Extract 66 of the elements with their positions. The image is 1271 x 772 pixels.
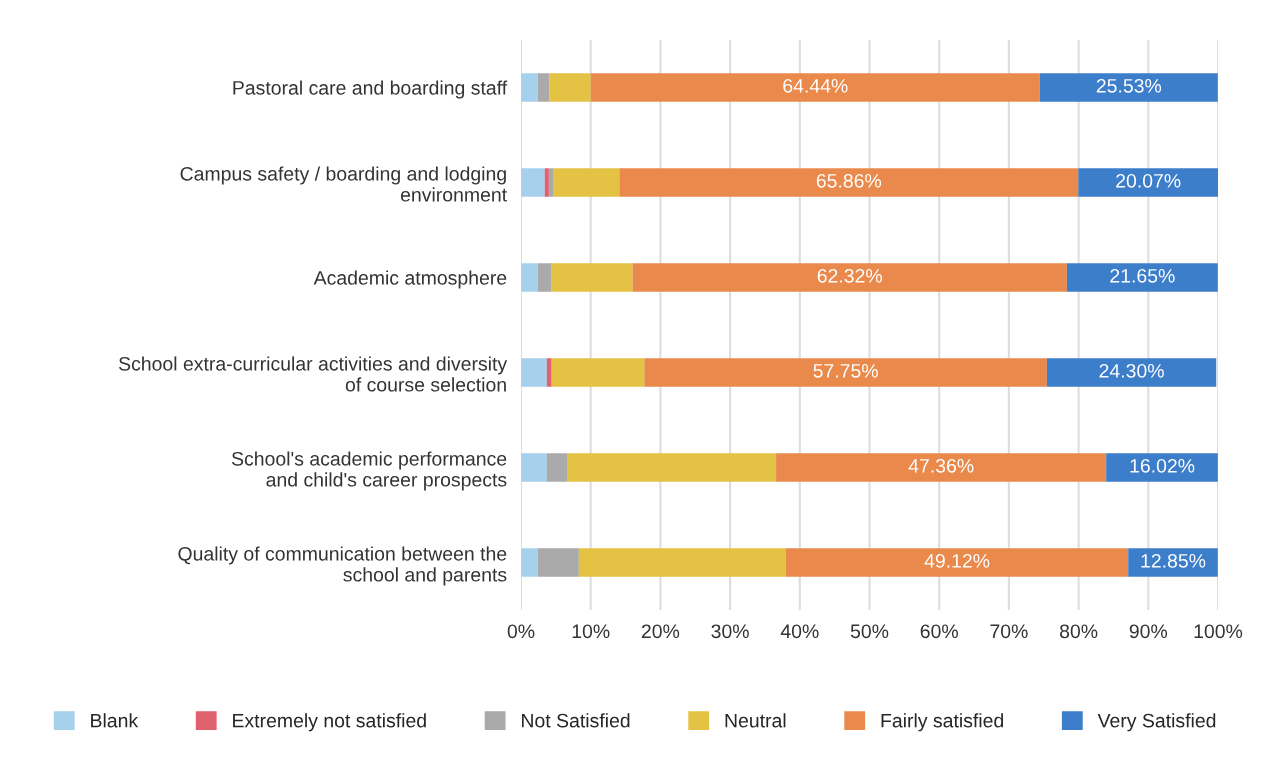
data-label: 57.75% [813, 364, 878, 378]
data-label: 49.12% [924, 553, 990, 568]
bar [578, 548, 786, 577]
x-tick-label: 80% [1059, 624, 1098, 639]
bar [619, 168, 1079, 197]
bar [521, 168, 545, 197]
legend-label: Blank [91, 713, 139, 728]
legend-label: Neutral [725, 713, 786, 728]
data-label: 25.53% [1096, 78, 1162, 93]
data-label: 47.36% [908, 458, 974, 473]
bar [1039, 73, 1218, 102]
bar [521, 73, 538, 102]
data-label: 21.65% [1110, 268, 1175, 283]
bar [521, 453, 547, 482]
data-label: 65.86% [816, 173, 882, 188]
bar [567, 453, 777, 482]
bar [644, 358, 1047, 387]
bar [553, 168, 620, 197]
y-tick-label: School extra-curricular activities and diversity of course selection [118, 356, 508, 392]
bar [521, 263, 538, 292]
bar [785, 548, 1129, 577]
data-label: 20.07% [1116, 173, 1181, 188]
x-tick-label: 30% [711, 624, 749, 639]
bar [521, 358, 547, 387]
legend-label: Extremely not satisfied [233, 713, 426, 732]
x-tick-label: 60% [920, 624, 958, 639]
x-tick-label: 100% [1194, 624, 1243, 639]
y-tick-label: Campus safety / boarding and lodging environment [180, 166, 507, 202]
legend-label: Not Satisfied [522, 713, 630, 728]
bar [1128, 548, 1218, 577]
y-tick-label: Quality of communication between the school and parents [178, 546, 507, 586]
x-tick-label: 40% [780, 624, 819, 639]
bar [544, 168, 549, 197]
data-label: 62.32% [817, 268, 882, 283]
x-tick-label: 10% [572, 624, 610, 639]
bar [548, 168, 554, 197]
y-tick-label: School's academic performance and child's career prospects [231, 451, 507, 491]
bar [776, 453, 1107, 482]
bar [551, 358, 645, 387]
y-tick-label: Pastoral care and boarding staff [233, 80, 508, 99]
x-tick-label: 0% [507, 624, 535, 639]
bar [551, 263, 633, 292]
data-label: 12.85% [1141, 553, 1206, 568]
data-label: 24.30% [1099, 363, 1164, 378]
bar [549, 73, 591, 102]
y-tick-label: Academic atmosphere [313, 270, 507, 289]
data-label: 16.02% [1130, 458, 1195, 473]
x-tick-label: 90% [1129, 624, 1168, 639]
bar [546, 358, 552, 387]
bar [521, 548, 538, 577]
x-tick-label: 70% [990, 624, 1028, 639]
bar [632, 263, 1067, 292]
legend-label: Fairly satisfied [881, 713, 1004, 732]
bar [537, 548, 579, 577]
bar [590, 73, 1040, 102]
bar [1066, 263, 1218, 292]
bar [1046, 358, 1217, 387]
data-label: 64.44% [783, 78, 848, 93]
x-tick-label: 20% [641, 624, 680, 639]
bar [537, 73, 550, 102]
bar [1078, 168, 1218, 197]
bar [546, 453, 567, 482]
legend-label: Very Satisfied [1097, 713, 1216, 732]
x-tick-label: 50% [850, 624, 889, 639]
bar [537, 263, 552, 292]
bar [1106, 453, 1218, 482]
